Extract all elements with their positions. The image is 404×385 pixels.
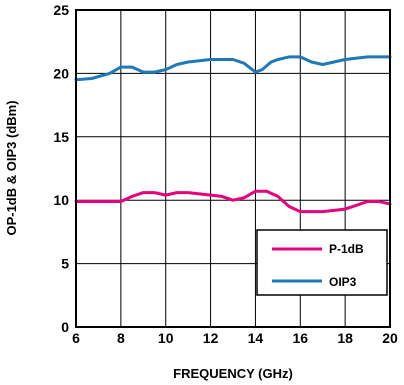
x-tick-label: 10 bbox=[158, 330, 174, 346]
series-line-p1db bbox=[74, 189, 392, 214]
plot-frame bbox=[75, 9, 391, 328]
series-line-oip3 bbox=[74, 55, 392, 82]
y-tick-label: 20 bbox=[53, 65, 69, 81]
x-tick-label: 8 bbox=[117, 330, 125, 346]
legend-label-oip3: OIP3 bbox=[329, 275, 357, 289]
legend-box bbox=[256, 229, 388, 296]
x-axis-title: FREQUENCY (GHz) bbox=[173, 366, 293, 381]
y-tick-labels: 0 5 10 15 20 25 bbox=[53, 2, 69, 335]
x-tick-label: 6 bbox=[72, 330, 80, 346]
y-tick-label: 25 bbox=[53, 2, 69, 18]
y-tick-label: 15 bbox=[53, 129, 69, 145]
x-tick-label: 12 bbox=[203, 330, 219, 346]
x-tick-label: 18 bbox=[337, 330, 353, 346]
series-layer bbox=[74, 55, 392, 214]
x-tick-labels: 6 8 10 12 14 16 18 20 bbox=[72, 330, 398, 346]
x-tick-label: 16 bbox=[292, 330, 308, 346]
legend: P-1dB OIP3 bbox=[256, 229, 388, 296]
y-tick-label: 0 bbox=[61, 319, 69, 335]
legend-label-p1db: P-1dB bbox=[329, 242, 364, 256]
y-axis-title: OP-1dB & OIP3 (dBm) bbox=[4, 100, 19, 235]
x-tick-label: 14 bbox=[248, 330, 264, 346]
x-tick-label: 20 bbox=[382, 330, 398, 346]
y-tick-label: 5 bbox=[61, 256, 69, 272]
y-tick-label: 10 bbox=[53, 192, 69, 208]
